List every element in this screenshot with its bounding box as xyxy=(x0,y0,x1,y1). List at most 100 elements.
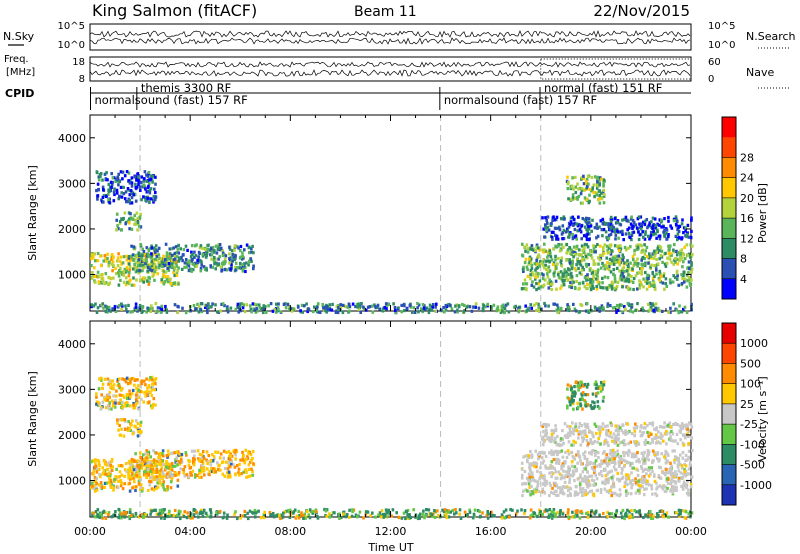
echo-cell xyxy=(164,488,168,492)
echo-cell xyxy=(683,516,687,520)
echo-cell xyxy=(593,422,597,426)
echo-cell xyxy=(500,309,504,313)
echo-cell xyxy=(124,276,128,280)
echo-cell xyxy=(100,198,103,202)
echo-cell xyxy=(531,513,534,517)
echo-cell xyxy=(382,513,385,517)
echo-cell xyxy=(552,230,555,234)
echo-cell xyxy=(109,465,112,470)
echo-cell xyxy=(615,258,619,262)
echo-cell xyxy=(142,379,146,383)
echo-cell xyxy=(566,278,570,282)
echo-cell xyxy=(117,172,120,176)
echo-cell xyxy=(670,474,673,478)
echo-cell xyxy=(239,302,242,306)
echo-cell xyxy=(659,441,662,445)
echo-cell xyxy=(571,196,575,200)
echo-cell xyxy=(118,386,121,390)
echo-cell xyxy=(355,303,359,307)
echo-cell xyxy=(392,302,395,306)
echo-cell xyxy=(125,269,128,273)
echo-cell xyxy=(522,282,525,286)
echo-cell xyxy=(175,264,178,268)
echo-cell xyxy=(121,394,125,398)
echo-cell xyxy=(134,403,137,407)
echo-cell xyxy=(344,515,348,519)
echo-cell xyxy=(662,272,666,276)
echo-cell xyxy=(673,485,676,489)
echo-cell xyxy=(163,274,167,279)
echo-cell xyxy=(659,425,662,429)
echo-cell xyxy=(201,514,205,518)
echo-cell xyxy=(106,404,110,408)
echo-cell xyxy=(651,516,655,520)
echo-cell xyxy=(589,277,593,281)
echo-cell xyxy=(636,451,639,455)
echo-cell xyxy=(646,254,649,259)
echo-cell xyxy=(105,463,108,467)
echo-cell xyxy=(639,227,643,231)
echo-cell xyxy=(596,180,599,184)
echo-cell xyxy=(599,469,603,474)
echo-cell xyxy=(234,448,237,453)
echo-cell xyxy=(197,310,201,314)
echo-cell xyxy=(158,481,162,485)
echo-cell xyxy=(655,250,659,254)
echo-cell xyxy=(102,469,106,473)
echo-cell xyxy=(683,305,687,309)
echo-cell xyxy=(569,220,573,224)
echo-cell xyxy=(672,488,676,492)
echo-cell xyxy=(445,516,449,520)
echo-cell xyxy=(239,249,242,253)
echo-cell xyxy=(196,258,199,262)
echo-cell xyxy=(154,377,158,381)
echo-cell xyxy=(137,258,141,262)
echo-cell xyxy=(611,306,615,310)
echo-cell xyxy=(498,308,502,313)
echo-cell xyxy=(522,265,525,269)
echo-cell xyxy=(591,250,595,254)
echo-cell xyxy=(134,186,138,190)
echo-cell xyxy=(539,285,543,289)
echo-cell xyxy=(623,481,627,485)
echo-cell xyxy=(554,450,557,454)
echo-cell xyxy=(532,285,536,289)
echo-cell xyxy=(355,515,359,519)
echo-cell xyxy=(209,463,213,467)
echo-cell xyxy=(557,271,560,275)
echo-cell xyxy=(565,242,569,247)
echo-cell xyxy=(620,457,623,461)
echo-cell xyxy=(553,489,557,493)
echo-cell xyxy=(578,422,582,426)
echo-cell xyxy=(581,201,584,205)
echo-cell xyxy=(248,251,251,255)
echo-cell xyxy=(152,246,156,250)
echo-cell xyxy=(166,466,169,470)
echo-cell xyxy=(122,280,126,284)
echo-cell xyxy=(632,257,635,262)
echo-cell xyxy=(91,481,94,485)
echo-cell xyxy=(616,304,619,308)
echo-cell xyxy=(114,401,117,405)
echo-cell xyxy=(582,182,586,186)
echo-cell xyxy=(96,182,100,186)
echo-cell xyxy=(306,309,309,314)
echo-cell xyxy=(622,270,626,274)
echo-cell xyxy=(124,404,127,408)
echo-cell xyxy=(177,251,181,255)
echo-cell xyxy=(591,218,594,222)
echo-cell xyxy=(656,262,660,266)
echo-cell xyxy=(506,514,509,518)
echo-cell xyxy=(249,257,253,261)
echo-cell xyxy=(129,189,133,193)
echo-cell xyxy=(609,232,613,236)
echo-cell xyxy=(335,305,339,309)
echo-cell xyxy=(130,469,133,473)
echo-cell xyxy=(598,472,601,476)
echo-cell xyxy=(643,477,646,481)
echo-cell xyxy=(98,515,102,519)
echo-cell xyxy=(534,272,538,276)
echo-cell xyxy=(527,455,531,460)
echo-cell xyxy=(111,176,115,180)
echo-cell xyxy=(93,259,97,263)
